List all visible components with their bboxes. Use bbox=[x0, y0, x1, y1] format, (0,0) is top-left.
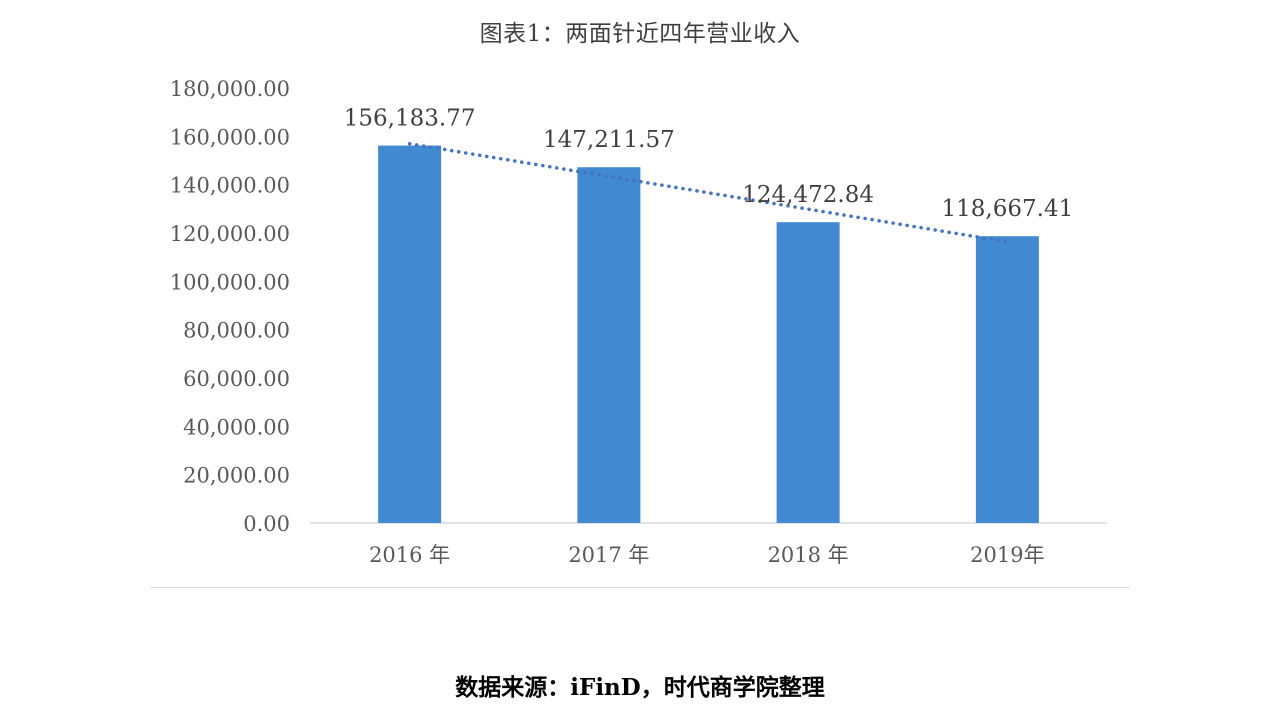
y-tick-label: 140,000.00 bbox=[170, 174, 290, 198]
y-tick-label: 180,000.00 bbox=[170, 77, 290, 101]
trendline bbox=[407, 142, 1010, 244]
data-label: 147,211.57 bbox=[543, 127, 675, 153]
y-tick-label: 60,000.00 bbox=[183, 367, 290, 391]
bar bbox=[975, 236, 1039, 523]
y-tick-label: 160,000.00 bbox=[170, 125, 290, 149]
x-tick-label: 2018 年 bbox=[768, 543, 849, 567]
data-label: 124,472.84 bbox=[742, 182, 874, 208]
bar bbox=[378, 145, 442, 523]
data-label: 118,667.41 bbox=[942, 196, 1074, 222]
y-tick-label: 120,000.00 bbox=[170, 222, 290, 246]
bar-chart: 0.00 20,000.00 40,000.00 60,000.00 80,000.00… bbox=[170, 77, 1107, 567]
x-tick-label: 2019年 bbox=[970, 543, 1044, 567]
data-label: 156,183.77 bbox=[344, 106, 476, 132]
bar bbox=[776, 222, 840, 523]
y-tick-label: 0.00 bbox=[243, 512, 290, 536]
source-note: 数据来源：iFinD，时代商学院整理 bbox=[455, 674, 825, 701]
x-tick-label: 2017 年 bbox=[568, 543, 649, 567]
y-tick-label: 40,000.00 bbox=[183, 415, 290, 439]
x-tick-label: 2016 年 bbox=[369, 543, 450, 567]
y-tick-label: 20,000.00 bbox=[183, 464, 290, 488]
chart-bottom-divider bbox=[150, 587, 1130, 588]
y-tick-label: 80,000.00 bbox=[183, 319, 290, 343]
chart-title: 图表1：两面针近四年营业收入 bbox=[479, 21, 801, 47]
y-tick-label: 100,000.00 bbox=[170, 270, 290, 294]
bar bbox=[577, 167, 641, 523]
